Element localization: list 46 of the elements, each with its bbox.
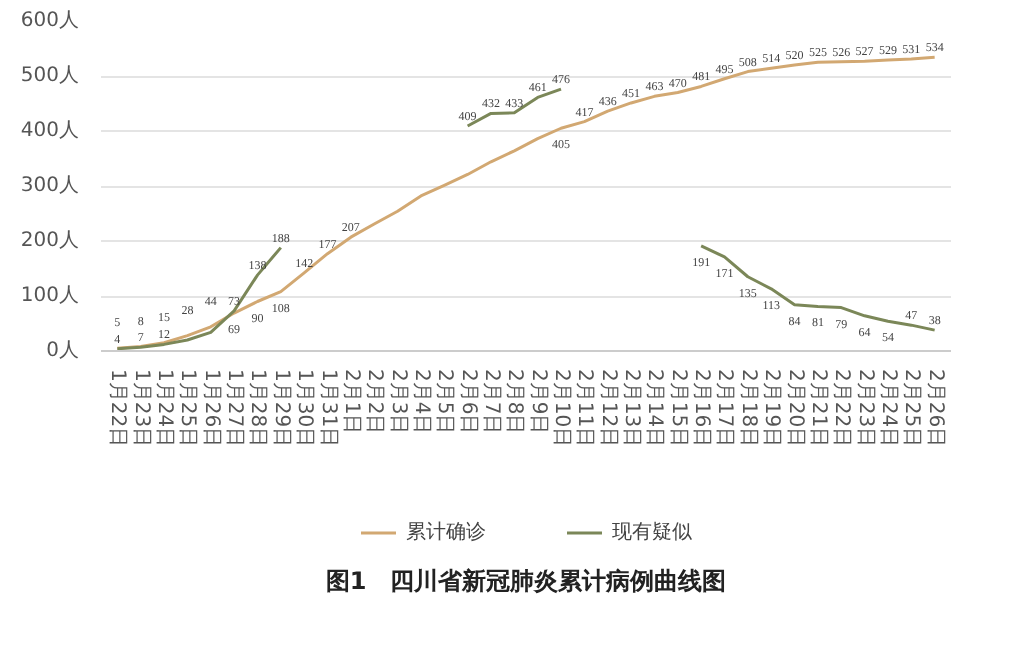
x-tick-label: 2月11日 [573, 369, 596, 448]
x-tick-label: 1月22日 [106, 369, 129, 448]
x-tick-label: 2月23日 [853, 369, 876, 448]
x-tick-label: 2月8日 [503, 369, 526, 435]
x-tick-label: 2月16日 [690, 369, 713, 448]
legend-label: 现有疑似 [612, 519, 692, 546]
x-tick-label: 2月24日 [876, 369, 899, 448]
x-tick-label: 1月24日 [153, 369, 176, 448]
y-tick-label: 400人 [20, 120, 80, 142]
x-tick-label: 2月6日 [456, 369, 479, 435]
x-tick-label: 2月10日 [550, 369, 573, 448]
x-tick-label: 1月23日 [129, 369, 152, 448]
x-tick-label: 1月30日 [293, 369, 316, 448]
x-tick-label: 1月31日 [316, 369, 339, 448]
y-tick-label: 0人 [46, 340, 80, 362]
x-tick-label: 2月17日 [713, 369, 736, 448]
x-tick-label: 2月1日 [339, 369, 362, 435]
y-tick-label: 300人 [20, 175, 80, 197]
x-tick-label: 2月9日 [526, 369, 549, 435]
caption: 图1 四川省新冠肺炎累计病例曲线图 [325, 567, 727, 595]
x-tick-label: 2月12日 [596, 369, 619, 448]
x-tick-label: 2月19日 [760, 369, 783, 448]
legend-label: 累计确诊 [406, 519, 486, 546]
x-tick-label: 2月22日 [830, 369, 853, 448]
x-tick-label: 2月21日 [806, 369, 829, 448]
y-tick-label: 500人 [20, 65, 80, 87]
y-tick-label: 600人 [20, 10, 80, 32]
x-tick-label: 2月18日 [736, 369, 759, 448]
x-tick-label: 1月25日 [176, 369, 199, 448]
x-tick-label: 1月28日 [246, 369, 269, 448]
x-tick-label: 2月25日 [900, 369, 923, 448]
x-tick-label: 1月27日 [223, 369, 246, 448]
x-tick-label: 2月20日 [783, 369, 806, 448]
x-tick-label: 2月5日 [433, 369, 456, 435]
x-tick-label: 1月26日 [199, 369, 222, 448]
y-tick-label: 200人 [20, 230, 80, 252]
y-tick-label: 100人 [20, 285, 80, 307]
x-tick-label: 2月2日 [363, 369, 386, 435]
x-tick-label: 1月29日 [269, 369, 292, 448]
x-tick-label: 2月4日 [409, 369, 432, 435]
x-tick-label: 2月3日 [386, 369, 409, 435]
x-tick-label: 2月26日 [923, 369, 946, 448]
x-tick-label: 2月14日 [643, 369, 666, 448]
x-tick-label: 2月7日 [479, 369, 502, 435]
x-tick-label: 2月13日 [620, 369, 643, 448]
x-tick-label: 2月15日 [666, 369, 689, 448]
